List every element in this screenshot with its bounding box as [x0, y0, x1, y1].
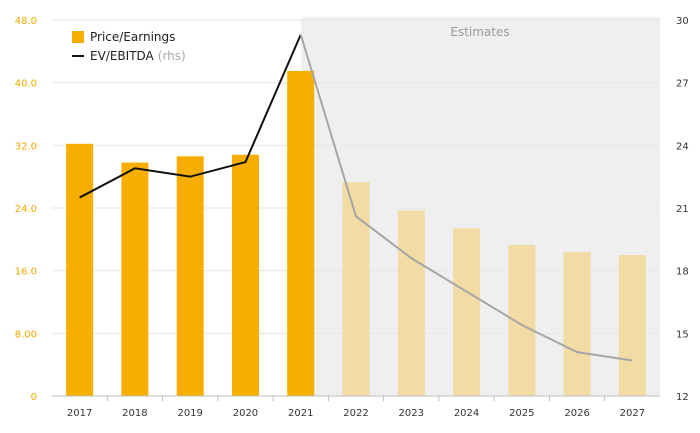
bar-pe-2018 [121, 162, 149, 396]
x-tick-2027: 2027 [620, 408, 645, 419]
bar-pe-2017 [66, 143, 94, 396]
y-left-tick-5: 40.0 [15, 79, 37, 90]
x-tick-2026: 2026 [564, 408, 589, 419]
y-left-tick-2: 16.0 [15, 267, 37, 278]
x-tick-2018: 2018 [122, 408, 147, 419]
line-ev-actual [79, 34, 302, 199]
y-left-tick-1: 8.00 [15, 329, 37, 340]
legend-label-ev: EV/EBITDA (rhs) [90, 49, 186, 63]
x-tick-2019: 2019 [177, 408, 202, 419]
legend-label-ev-name: EV/EBITDA [90, 49, 155, 63]
x-tick-2022: 2022 [343, 408, 368, 419]
lines [79, 34, 633, 362]
x-tick-2021: 2021 [288, 408, 313, 419]
y-right-tick-5: 27 [676, 79, 689, 90]
legend: Price/Earnings EV/EBITDA (rhs) [72, 30, 186, 63]
legend-swatch-pe [72, 31, 84, 43]
y-right-tick-3: 21 [676, 204, 689, 215]
legend-label-ev-suffix: (rhs) [158, 49, 186, 63]
y-right-tick-1: 15 [676, 329, 689, 340]
y-right-tick-4: 24 [676, 141, 689, 152]
x-tick-2017: 2017 [67, 408, 92, 419]
bar-pe-2022 [342, 182, 370, 396]
bar-pe-2019 [176, 156, 204, 396]
y-left-tick-0: 0 [31, 392, 37, 403]
x-tick-2020: 2020 [233, 408, 258, 419]
x-tick-2025: 2025 [509, 408, 534, 419]
bar-pe-2021 [287, 70, 315, 397]
y-right-tick-2: 18 [676, 267, 689, 278]
y-left-tick-4: 32.0 [15, 141, 37, 152]
bar-pe-2026 [563, 251, 591, 396]
bar-pe-2027 [618, 255, 646, 396]
y-right-tick-6: 30 [676, 16, 689, 27]
estimates-label: Estimates [450, 25, 509, 39]
bar-pe-2024 [453, 228, 481, 396]
axes: 0 8.00 16.0 24.0 32.0 40.0 48.0 12 15 18 21 24 27 30 2… [15, 16, 689, 419]
legend-label-pe: Price/Earnings [90, 30, 175, 44]
line-ev-estimate [299, 34, 633, 362]
bars [66, 70, 646, 397]
y-left-tick-3: 24.0 [15, 204, 37, 215]
bar-pe-2020 [231, 154, 259, 396]
y-left-tick-6: 48.0 [15, 16, 37, 27]
y-right-tick-0: 12 [676, 392, 689, 403]
x-tick-2023: 2023 [399, 408, 424, 419]
x-tick-2024: 2024 [454, 408, 479, 419]
bar-pe-2023 [397, 210, 425, 396]
